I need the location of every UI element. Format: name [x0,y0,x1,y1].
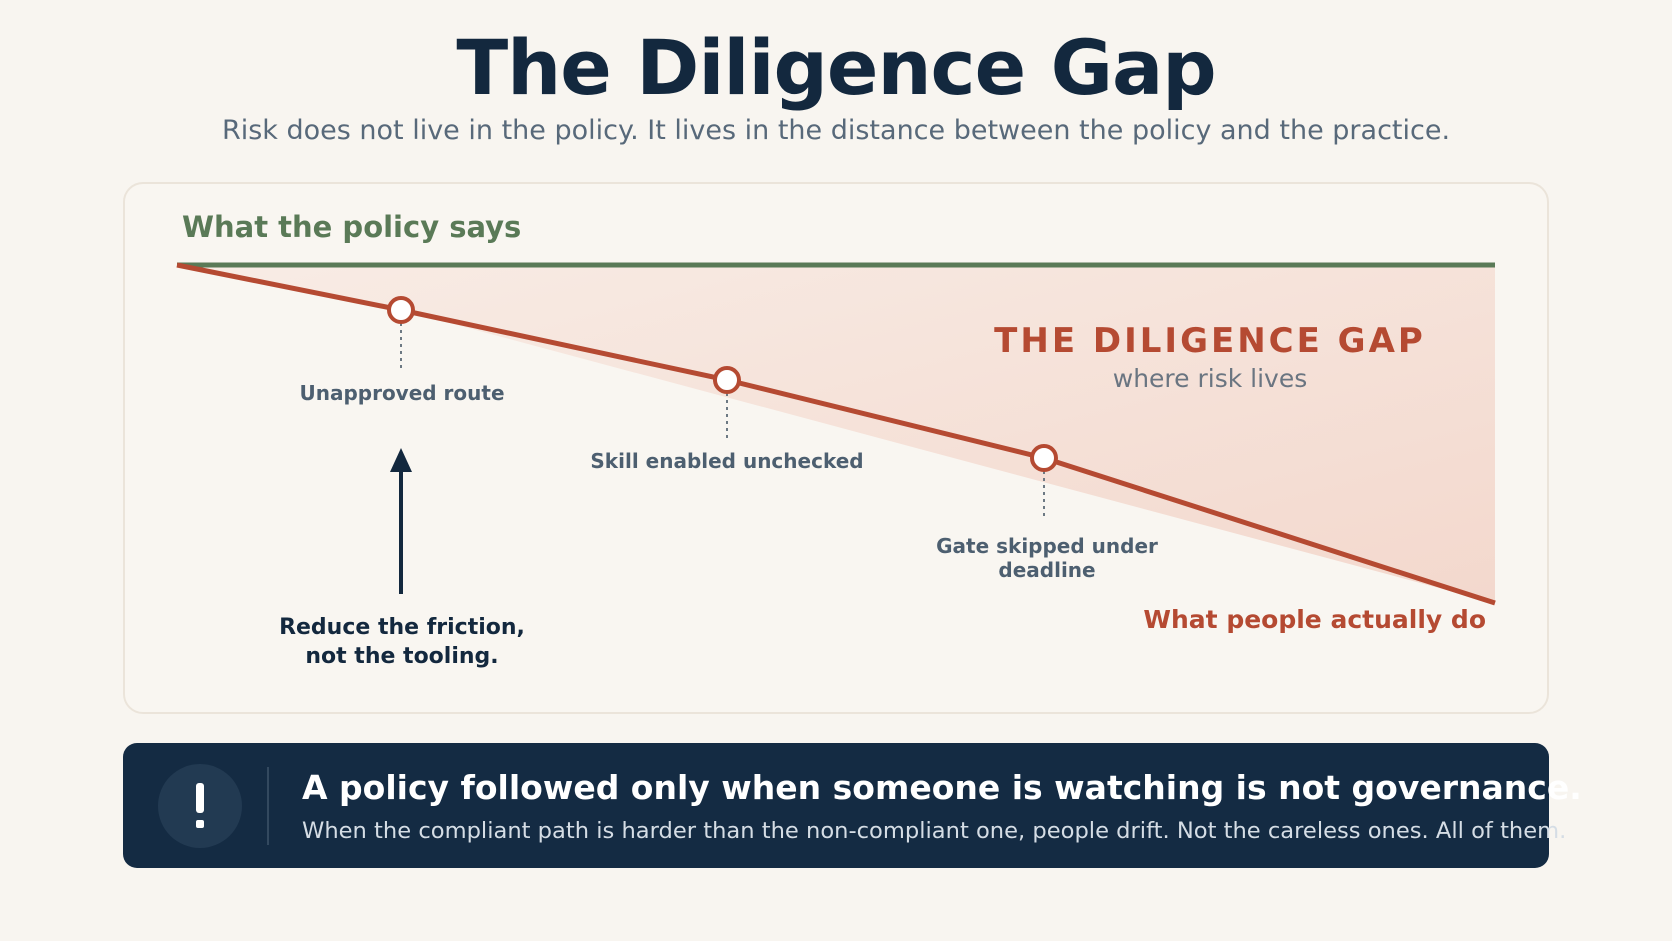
callout-text: When the compliant path is harder than t… [302,818,1567,844]
event-marker [387,296,415,324]
page-title: The Diligence Gap [456,23,1216,112]
page-subtitle: Risk does not live in the policy. It liv… [221,115,1451,146]
exclamation-dot [196,820,204,828]
exclamation-bar [196,783,204,813]
event-marker [713,366,741,394]
practice-label: What people actually do [1143,605,1486,634]
callout-heading: A policy followed only when someone is w… [302,768,1582,807]
policy-label: What the policy says [182,210,522,244]
friction-annotation-line2: not the tooling. [305,643,499,669]
gap-subtitle: where risk lives [1112,364,1308,393]
event-label-gate-skipped: Gate skipped under deadline [936,534,1158,582]
gap-area [177,265,1495,603]
gap-title: THE DILIGENCE GAP [994,321,1426,361]
governance-callout: A policy followed only when someone is w… [123,743,1582,868]
event-label-unapproved-route: Unapproved route [299,381,505,405]
exclamation-icon [158,764,242,848]
friction-annotation-line1: Reduce the friction, [279,615,525,640]
event-label-skill-enabled: Skill enabled unchecked [590,449,864,473]
friction-annotation: Reduce the friction, not the tooling. [242,614,562,671]
event-marker [1030,444,1058,472]
callout-divider [267,767,269,845]
upward-arrow-icon [390,448,412,472]
